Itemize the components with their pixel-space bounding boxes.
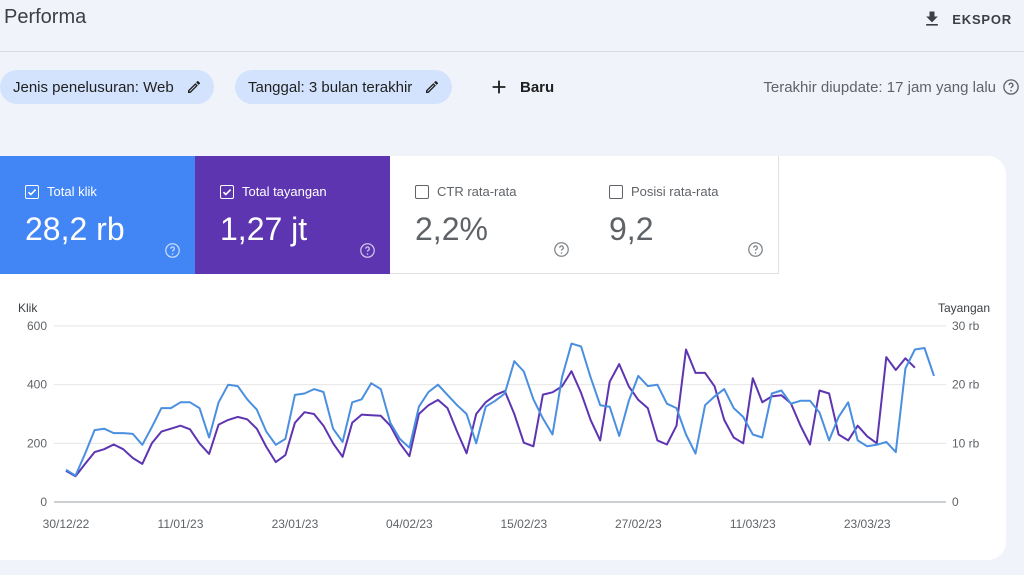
metric-total-impressions[interactable]: Total tayangan 1,27 jt (195, 156, 390, 274)
y-right-axis-title: Tayangan (938, 301, 990, 315)
help-icon[interactable] (553, 241, 570, 258)
x-tick-label: 30/12/22 (43, 517, 90, 531)
help-icon[interactable] (1002, 78, 1020, 96)
y-right-tick-label: 20 rb (952, 378, 980, 392)
help-icon[interactable] (359, 242, 376, 259)
metric-total-clicks[interactable]: Total klik 28,2 rb (0, 156, 195, 274)
x-tick-label: 11/03/23 (730, 517, 776, 531)
metric-value: 9,2 (609, 211, 654, 247)
y-left-tick-label: 0 (40, 495, 47, 509)
metric-label: CTR rata-rata (437, 184, 517, 199)
y-right-tick-label: 0 (952, 495, 959, 509)
export-label: EKSPOR (952, 11, 1012, 27)
x-tick-label: 23/01/23 (272, 517, 319, 531)
date-chip[interactable]: Tanggal: 3 bulan terakhir (235, 70, 453, 104)
download-icon (926, 11, 939, 26)
pencil-icon (426, 80, 439, 93)
top-bar: Performa EKSPOR (0, 0, 1024, 52)
metric-avg-ctr[interactable]: CTR rata-rata 2,2% (390, 156, 585, 274)
filter-bar: Jenis penelusuran: Web Tanggal: 3 bulan … (0, 70, 1024, 106)
y-left-tick-label: 200 (27, 436, 47, 450)
line-chart[interactable]: 0 0 200 10 rb 400 20 rb 600 30 rb Klik Tayangan 30… (0, 296, 1006, 556)
last-updated-text: Terakhir diupdate: 17 jam yang lalu (763, 78, 996, 96)
add-filter-label: Baru (520, 78, 555, 96)
y-right-tick-label: 30 rb (952, 319, 980, 333)
y-left-axis-title: Klik (18, 301, 38, 315)
search-type-chip[interactable]: Jenis penelusuran: Web (0, 70, 214, 104)
checkbox-checked-icon[interactable] (220, 184, 234, 199)
metric-label: Total tayangan (242, 184, 327, 199)
performance-card: Total klik 28,2 rb Total tayangan 1,27 j… (0, 156, 1006, 560)
checkbox-checked-icon[interactable] (25, 184, 39, 199)
x-tick-label: 27/02/23 (615, 517, 662, 531)
metric-label: Posisi rata-rata (631, 184, 719, 199)
x-tick-label: 11/01/23 (158, 517, 204, 531)
series-line-clicks (65, 342, 935, 477)
y-left-tick-label: 600 (27, 319, 47, 333)
export-button[interactable]: EKSPOR (922, 6, 1012, 32)
help-icon[interactable] (747, 241, 764, 258)
y-left-tick-label: 400 (27, 378, 47, 392)
date-label: Tanggal: 3 bulan terakhir (248, 78, 413, 96)
x-tick-label: 04/02/23 (386, 517, 433, 531)
metric-value: 28,2 rb (25, 211, 125, 247)
page-title: Performa (4, 6, 87, 28)
search-type-label: Jenis penelusuran: Web (13, 78, 174, 96)
metric-label: Total klik (47, 184, 97, 199)
series-line-impressions (65, 348, 916, 478)
metric-avg-position[interactable]: Posisi rata-rata 9,2 (584, 156, 779, 274)
performance-chart[interactable]: 0 0 200 10 rb 400 20 rb 600 30 rb Klik Tayangan 30… (0, 296, 1006, 556)
plus-icon (492, 80, 506, 94)
checkbox-empty-icon[interactable] (609, 184, 623, 199)
metric-value: 2,2% (415, 211, 488, 247)
y-right-tick-label: 10 rb (952, 436, 980, 450)
pencil-icon (187, 80, 200, 93)
x-tick-label: 23/03/23 (844, 517, 891, 531)
last-updated: Terakhir diupdate: 17 jam yang lalu (763, 70, 1020, 104)
help-icon[interactable] (164, 242, 181, 259)
add-filter-button[interactable]: Baru (488, 70, 554, 104)
metric-value: 1,27 jt (220, 211, 308, 247)
x-tick-label: 15/02/23 (500, 517, 547, 531)
checkbox-empty-icon[interactable] (415, 184, 429, 199)
